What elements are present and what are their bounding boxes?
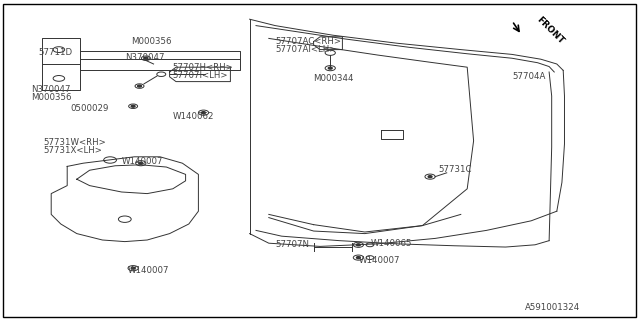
- Text: W140007: W140007: [358, 256, 400, 265]
- Text: W140065: W140065: [371, 239, 413, 248]
- Text: 57711D: 57711D: [38, 48, 72, 57]
- Text: N370047: N370047: [31, 85, 70, 94]
- Circle shape: [131, 105, 135, 107]
- Circle shape: [202, 112, 205, 114]
- Text: 57731C: 57731C: [438, 165, 472, 174]
- Text: 57731W<RH>: 57731W<RH>: [44, 138, 106, 147]
- Text: M000356: M000356: [131, 37, 172, 46]
- Circle shape: [139, 162, 143, 164]
- Text: W140007: W140007: [128, 266, 170, 275]
- Text: 57707AI<LH>: 57707AI<LH>: [275, 45, 337, 54]
- Text: 57731X<LH>: 57731X<LH>: [44, 146, 102, 155]
- Text: 57704A: 57704A: [512, 72, 545, 81]
- Text: 57707AC<RH>: 57707AC<RH>: [275, 37, 341, 46]
- Circle shape: [428, 176, 432, 178]
- Text: N370047: N370047: [125, 53, 164, 62]
- Circle shape: [356, 244, 360, 246]
- Circle shape: [131, 267, 135, 269]
- Text: W140007: W140007: [122, 157, 163, 166]
- Text: M000344: M000344: [314, 74, 354, 83]
- Text: 57707I<LH>: 57707I<LH>: [173, 71, 228, 80]
- Circle shape: [144, 57, 148, 59]
- Text: 57707H<RH>: 57707H<RH>: [173, 63, 234, 72]
- Text: FRONT: FRONT: [534, 15, 565, 46]
- Text: M000356: M000356: [31, 93, 71, 102]
- Circle shape: [328, 67, 332, 69]
- Circle shape: [138, 85, 141, 87]
- Text: 57707N: 57707N: [275, 240, 309, 249]
- Text: A591001324: A591001324: [525, 303, 580, 312]
- Circle shape: [356, 257, 360, 259]
- Text: W140062: W140062: [173, 112, 214, 121]
- Text: 0500029: 0500029: [70, 104, 109, 113]
